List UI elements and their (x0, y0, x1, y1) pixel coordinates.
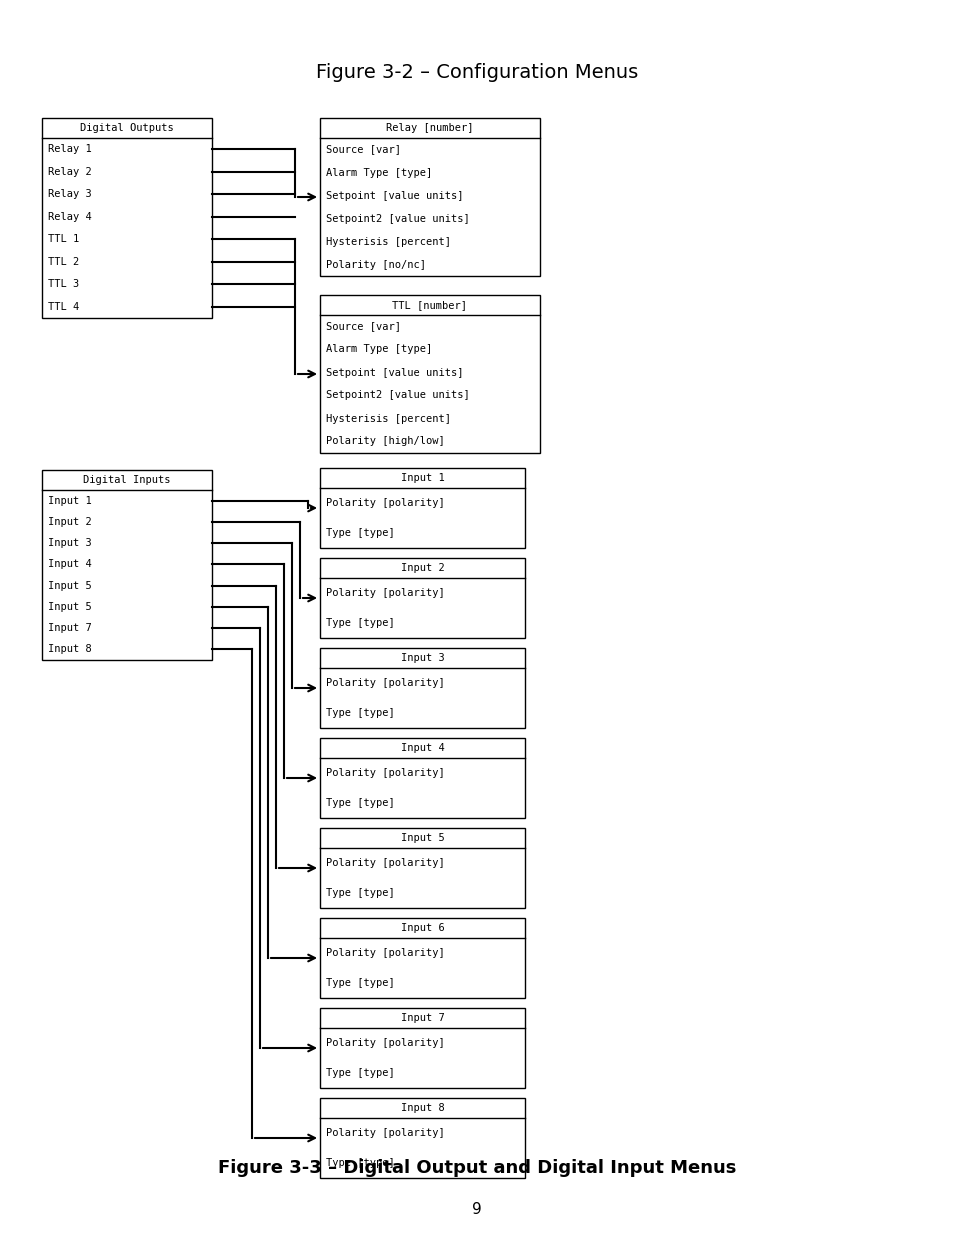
Text: Hysterisis [percent]: Hysterisis [percent] (326, 236, 451, 247)
Text: Type [type]: Type [type] (326, 888, 395, 898)
Text: Setpoint [value units]: Setpoint [value units] (326, 368, 463, 378)
Text: Input 5: Input 5 (400, 832, 444, 844)
Text: Input 6: Input 6 (400, 923, 444, 932)
Text: Relay [number]: Relay [number] (386, 124, 474, 133)
Bar (42, 119, 212, 317)
Text: Polarity [polarity]: Polarity [polarity] (326, 1128, 444, 1137)
Text: Polarity [polarity]: Polarity [polarity] (326, 498, 444, 508)
Text: Type [type]: Type [type] (326, 798, 395, 808)
Text: TTL 3: TTL 3 (48, 279, 79, 289)
Text: Polarity [polarity]: Polarity [polarity] (326, 948, 444, 958)
Text: Input 7: Input 7 (48, 624, 91, 634)
Text: Digital Outputs: Digital Outputs (80, 124, 173, 133)
Text: Input 3: Input 3 (48, 538, 91, 548)
Text: TTL 4: TTL 4 (48, 301, 79, 311)
Text: Input 4: Input 4 (48, 559, 91, 569)
Text: Type [type]: Type [type] (326, 708, 395, 718)
Text: TTL 1: TTL 1 (48, 235, 79, 245)
Text: Input 8: Input 8 (48, 645, 91, 655)
Text: Input 1: Input 1 (400, 473, 444, 483)
Bar (319, 918, 524, 998)
Text: Relay 4: Relay 4 (48, 211, 91, 222)
Text: Type [type]: Type [type] (326, 618, 395, 629)
Text: Digital Inputs: Digital Inputs (83, 475, 171, 485)
Text: Type [type]: Type [type] (326, 978, 395, 988)
Bar (319, 295, 539, 453)
Text: Alarm Type [type]: Alarm Type [type] (326, 345, 432, 354)
Text: Input 2: Input 2 (400, 563, 444, 573)
Bar (319, 739, 524, 818)
Bar (42, 471, 212, 659)
Text: Input 1: Input 1 (48, 495, 91, 505)
Bar (319, 827, 524, 908)
Bar (319, 1098, 524, 1178)
Bar (319, 558, 524, 638)
Text: Input 5: Input 5 (48, 601, 91, 611)
Text: Alarm Type [type]: Alarm Type [type] (326, 168, 432, 178)
Text: TTL [number]: TTL [number] (392, 300, 467, 310)
Text: Relay 2: Relay 2 (48, 167, 91, 177)
Text: Source [var]: Source [var] (326, 321, 400, 331)
Text: Polarity [polarity]: Polarity [polarity] (326, 858, 444, 868)
Bar (319, 119, 539, 275)
Bar (319, 468, 524, 548)
Text: Polarity [polarity]: Polarity [polarity] (326, 678, 444, 688)
Text: Type [type]: Type [type] (326, 1158, 395, 1168)
Text: Setpoint [value units]: Setpoint [value units] (326, 190, 463, 200)
Text: Source [var]: Source [var] (326, 144, 400, 154)
Text: Polarity [polarity]: Polarity [polarity] (326, 768, 444, 778)
Text: Polarity [polarity]: Polarity [polarity] (326, 588, 444, 598)
Text: Type [type]: Type [type] (326, 1068, 395, 1078)
Text: Polarity [no/nc]: Polarity [no/nc] (326, 259, 426, 269)
Text: Relay 3: Relay 3 (48, 189, 91, 199)
Text: Figure 3-3 – Digital Output and Digital Input Menus: Figure 3-3 – Digital Output and Digital … (217, 1158, 736, 1177)
Text: Setpoint2 [value units]: Setpoint2 [value units] (326, 390, 469, 400)
Bar (319, 1008, 524, 1088)
Text: Setpoint2 [value units]: Setpoint2 [value units] (326, 214, 469, 224)
Text: Hysterisis [percent]: Hysterisis [percent] (326, 414, 451, 424)
Text: Input 7: Input 7 (400, 1013, 444, 1023)
Text: Input 8: Input 8 (400, 1103, 444, 1113)
Text: Input 4: Input 4 (400, 743, 444, 753)
Text: Polarity [high/low]: Polarity [high/low] (326, 436, 444, 447)
Text: Input 5: Input 5 (48, 580, 91, 590)
Text: Figure 3-2 – Configuration Menus: Figure 3-2 – Configuration Menus (315, 63, 638, 82)
Text: 9: 9 (472, 1203, 481, 1218)
Text: Type [type]: Type [type] (326, 529, 395, 538)
Text: Input 2: Input 2 (48, 517, 91, 527)
Bar (319, 648, 524, 727)
Text: TTL 2: TTL 2 (48, 257, 79, 267)
Text: Polarity [polarity]: Polarity [polarity] (326, 1037, 444, 1049)
Text: Relay 1: Relay 1 (48, 144, 91, 154)
Text: Input 3: Input 3 (400, 653, 444, 663)
